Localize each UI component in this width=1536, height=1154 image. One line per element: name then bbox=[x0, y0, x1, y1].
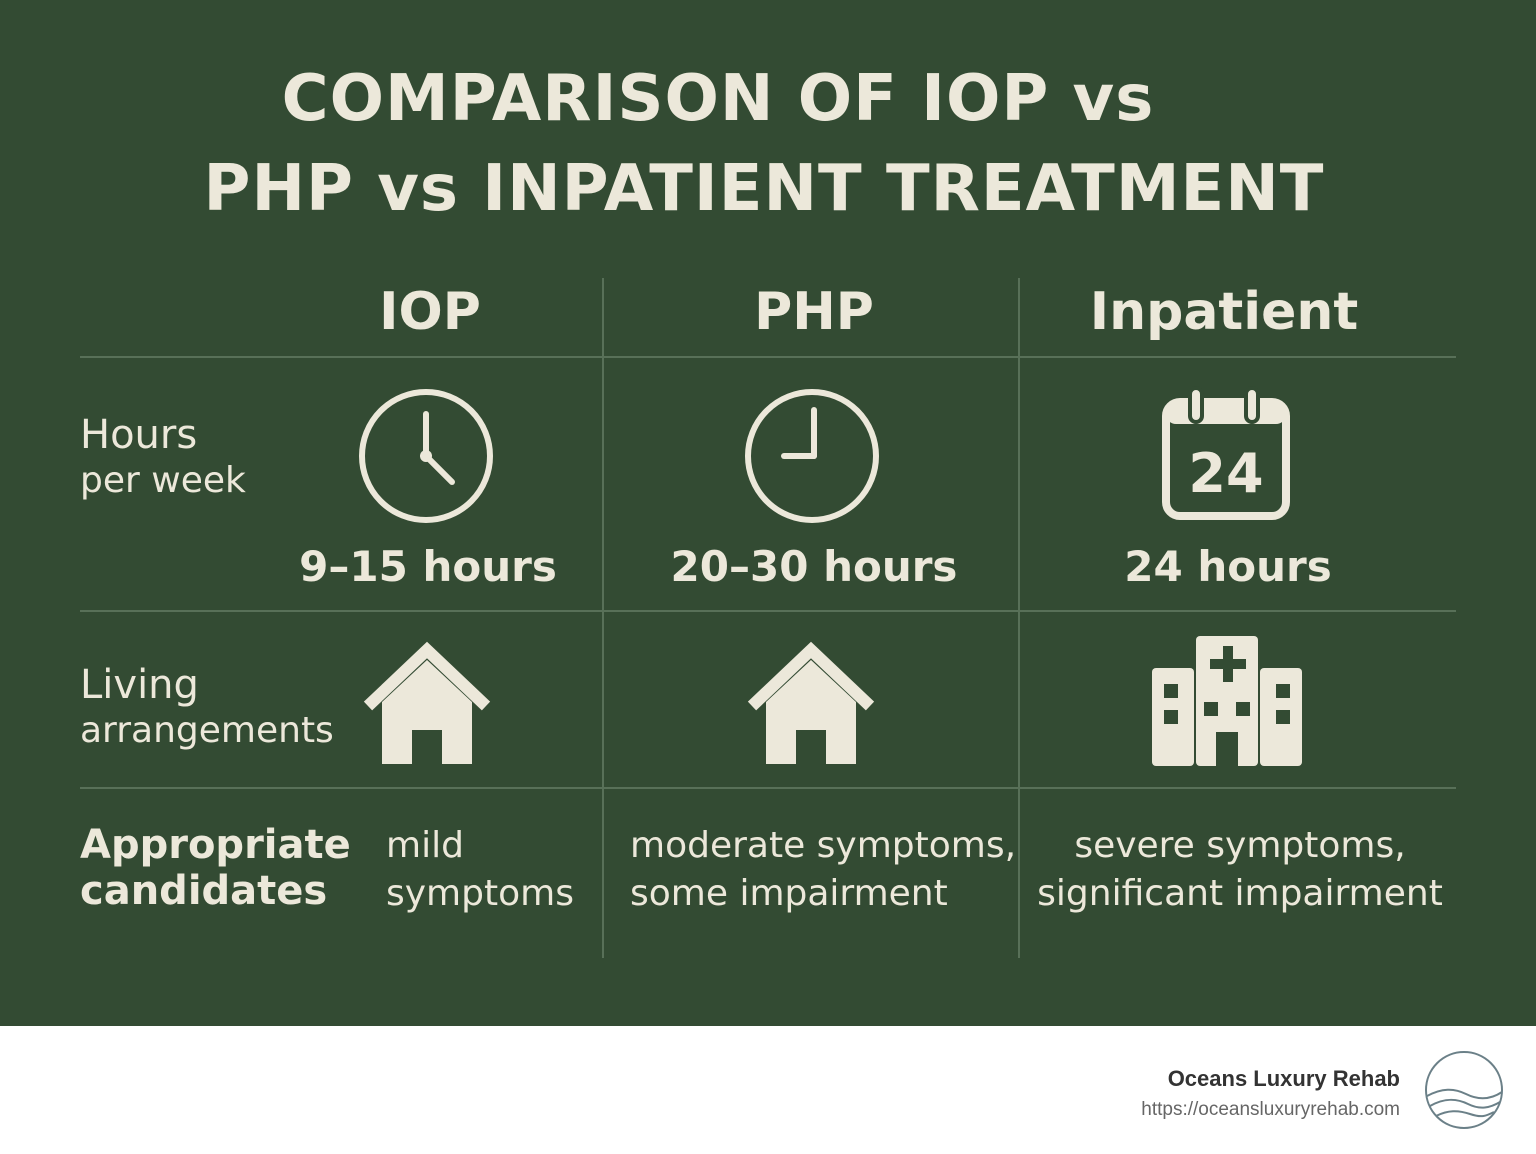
column-heading-inpatient: Inpatient bbox=[1089, 282, 1359, 342]
hours-php: 20–30 hours bbox=[670, 542, 958, 591]
clock-icon bbox=[359, 389, 493, 523]
column-divider-2 bbox=[1018, 278, 1020, 958]
candidates-inpatient: severe symptoms, significant impairment bbox=[1034, 822, 1446, 918]
calendar-number: 24 bbox=[1188, 442, 1263, 505]
title-line-2: PHP vs INPATIENT TREATMENT bbox=[203, 152, 1325, 226]
brand-url[interactable]: https://oceansluxuryrehab.com bbox=[1141, 1099, 1400, 1120]
row-label-hours-line1: Hours bbox=[80, 412, 198, 458]
candidates-inpatient-line2: significant impairment bbox=[1037, 873, 1443, 914]
column-divider-1 bbox=[602, 278, 604, 958]
header-divider bbox=[80, 356, 1456, 358]
brand-name: Oceans Luxury Rehab bbox=[1167, 1066, 1400, 1091]
comparison-infographic: COMPARISON OF IOP vs PHP vs INPATIENT TR… bbox=[0, 0, 1536, 1026]
hours-inpatient: 24 hours bbox=[1124, 542, 1332, 591]
candidates-inpatient-line1: severe symptoms, bbox=[1074, 825, 1406, 866]
row-label-candidates: Appropriate candidates bbox=[80, 822, 351, 914]
row-label-living: Living arrangements bbox=[80, 662, 334, 754]
calendar-icon: 24 bbox=[1162, 386, 1290, 520]
row-label-living-line1: Living bbox=[80, 662, 199, 708]
hospital-icon bbox=[1152, 636, 1302, 766]
candidates-php-line2: some impairment bbox=[630, 873, 948, 914]
candidates-php-line1: moderate symptoms, bbox=[630, 825, 1017, 866]
candidates-php: moderate symptoms, some impairment bbox=[630, 822, 1016, 918]
row-divider-living bbox=[80, 787, 1456, 789]
candidates-iop-line2: symptoms bbox=[386, 873, 574, 914]
house-icon bbox=[747, 641, 875, 764]
row-label-candidates-line1: Appropriate bbox=[80, 822, 351, 868]
candidates-iop: mild symptoms bbox=[386, 822, 574, 918]
row-label-hours-line2: per week bbox=[80, 460, 246, 501]
row-label-candidates-line2: candidates bbox=[80, 868, 328, 914]
title-line-1: COMPARISON OF IOP vs bbox=[281, 62, 1155, 136]
footer: Oceans Luxury Rehab https://oceansluxury… bbox=[0, 1026, 1536, 1154]
house-icon bbox=[363, 641, 491, 764]
row-label-hours: Hours per week bbox=[80, 412, 246, 504]
column-heading-iop: IOP bbox=[379, 282, 481, 342]
row-label-living-line2: arrangements bbox=[80, 710, 334, 751]
row-divider-hours bbox=[80, 610, 1456, 612]
hours-iop: 9–15 hours bbox=[299, 542, 557, 591]
column-heading-php: PHP bbox=[754, 282, 874, 342]
clock-icon bbox=[745, 389, 879, 523]
waves-logo-icon bbox=[1425, 1051, 1503, 1129]
candidates-iop-line1: mild bbox=[386, 825, 464, 866]
